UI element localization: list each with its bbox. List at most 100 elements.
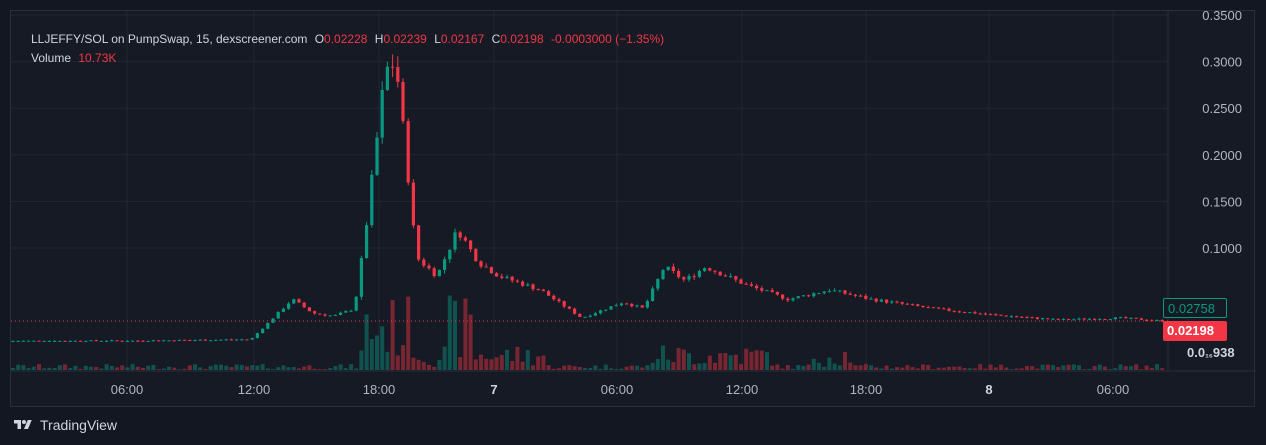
volume-bar	[1019, 368, 1024, 370]
volume-bar	[895, 367, 899, 370]
candle-body	[198, 339, 202, 341]
candle-body	[1015, 316, 1019, 318]
volume-bar	[208, 366, 213, 370]
candle-body	[557, 299, 561, 302]
volume-bar	[109, 365, 114, 370]
candle-body	[146, 340, 150, 342]
volume-bar	[515, 346, 520, 370]
candle-body	[1124, 317, 1128, 319]
candle-body	[328, 315, 332, 317]
candle-body	[105, 340, 109, 342]
candle-body	[219, 339, 223, 341]
candle-body	[957, 311, 961, 313]
candle-body	[838, 290, 842, 292]
candle-body	[276, 311, 280, 319]
volume-bar	[291, 367, 296, 370]
volume-bar	[1144, 365, 1149, 370]
volume-bar	[796, 364, 801, 370]
candle-body	[905, 303, 909, 305]
volume-bar	[47, 367, 52, 370]
candle-body	[859, 295, 863, 297]
candle-body	[63, 340, 67, 342]
tradingview-logo-icon	[14, 420, 32, 429]
candle-body	[911, 304, 915, 306]
candle-body	[437, 269, 441, 277]
candle-body	[937, 307, 941, 309]
volume-bar	[479, 354, 483, 370]
volume-bar	[245, 366, 249, 370]
volume-bar	[525, 350, 530, 370]
candle-body	[224, 339, 228, 341]
candle-body	[469, 240, 473, 250]
candle-body	[1129, 317, 1133, 319]
candle-body	[354, 296, 358, 311]
volume-bar	[765, 352, 769, 370]
volume-bar	[453, 300, 457, 370]
candle-body	[713, 270, 717, 272]
volume-bar	[536, 356, 541, 370]
candle-body	[302, 302, 306, 308]
volume-bar	[1056, 367, 1061, 370]
volume-bar	[265, 368, 270, 370]
candle-body	[765, 290, 769, 292]
volume-bar	[193, 364, 197, 370]
change-value: -0.0003000 (−1.35%)	[551, 32, 665, 46]
candle-body	[791, 298, 795, 301]
candle-body	[963, 311, 967, 313]
volume-bar	[681, 349, 686, 370]
footer[interactable]: TradingView	[12, 417, 117, 433]
volume-bar	[609, 368, 613, 370]
volume-bar	[463, 298, 468, 370]
candle-body	[718, 271, 722, 276]
volume-bar	[416, 359, 421, 370]
candle-body	[209, 340, 213, 342]
volume-bar	[312, 368, 317, 370]
volume-bar	[250, 365, 255, 370]
volume-bar	[879, 368, 884, 370]
volume-bar	[83, 365, 88, 370]
candle-body	[661, 269, 665, 280]
volume-bar	[640, 367, 645, 370]
volume-bar	[1139, 369, 1144, 370]
volume-bar	[947, 366, 951, 370]
volume-bar	[848, 362, 853, 370]
volume-bar	[858, 365, 863, 370]
volume-bar	[21, 365, 26, 370]
footer-brand: TradingView	[40, 417, 118, 433]
volume-bar	[1040, 364, 1045, 370]
candle-body	[339, 312, 343, 315]
volume-bar	[567, 365, 572, 370]
candle-body	[172, 340, 176, 342]
y-tick-label: 0.2500	[1202, 101, 1242, 116]
price-chart[interactable]: 0.3500 0.3000 0.2500 0.2000 0.1500 0.1000 06:0…	[11, 11, 1256, 408]
volume-bar	[551, 368, 556, 370]
volume-bar	[531, 365, 535, 370]
volume-bar	[219, 364, 223, 370]
candle-body	[864, 295, 868, 299]
chart-frame[interactable]: 0.3500 0.3000 0.2500 0.2000 0.1500 0.1000 06:0…	[10, 10, 1256, 408]
volume-bar	[655, 359, 660, 370]
candle-body	[333, 314, 337, 316]
candle-body	[422, 259, 426, 266]
candle-body	[916, 304, 920, 306]
volume-bar	[1045, 364, 1050, 370]
volume-bar	[151, 364, 156, 370]
volume-bar	[177, 369, 182, 370]
candle-body	[1035, 317, 1039, 319]
y-tick-label: 0.1500	[1202, 194, 1242, 209]
candle-body	[120, 340, 124, 342]
volume-bar	[588, 367, 593, 370]
candle-body	[365, 225, 369, 259]
candle-body	[687, 276, 691, 280]
candle-body	[848, 293, 852, 295]
volume-bar	[68, 368, 73, 370]
candle-body	[255, 333, 259, 338]
candle-body	[157, 340, 161, 342]
candle-body	[734, 276, 738, 280]
candle-body	[406, 121, 410, 183]
candle-body	[250, 337, 254, 340]
volume-bar	[187, 365, 192, 370]
candle-body	[245, 339, 249, 341]
volume-bar	[224, 365, 229, 370]
x-tick-label: 12:00	[726, 382, 759, 397]
